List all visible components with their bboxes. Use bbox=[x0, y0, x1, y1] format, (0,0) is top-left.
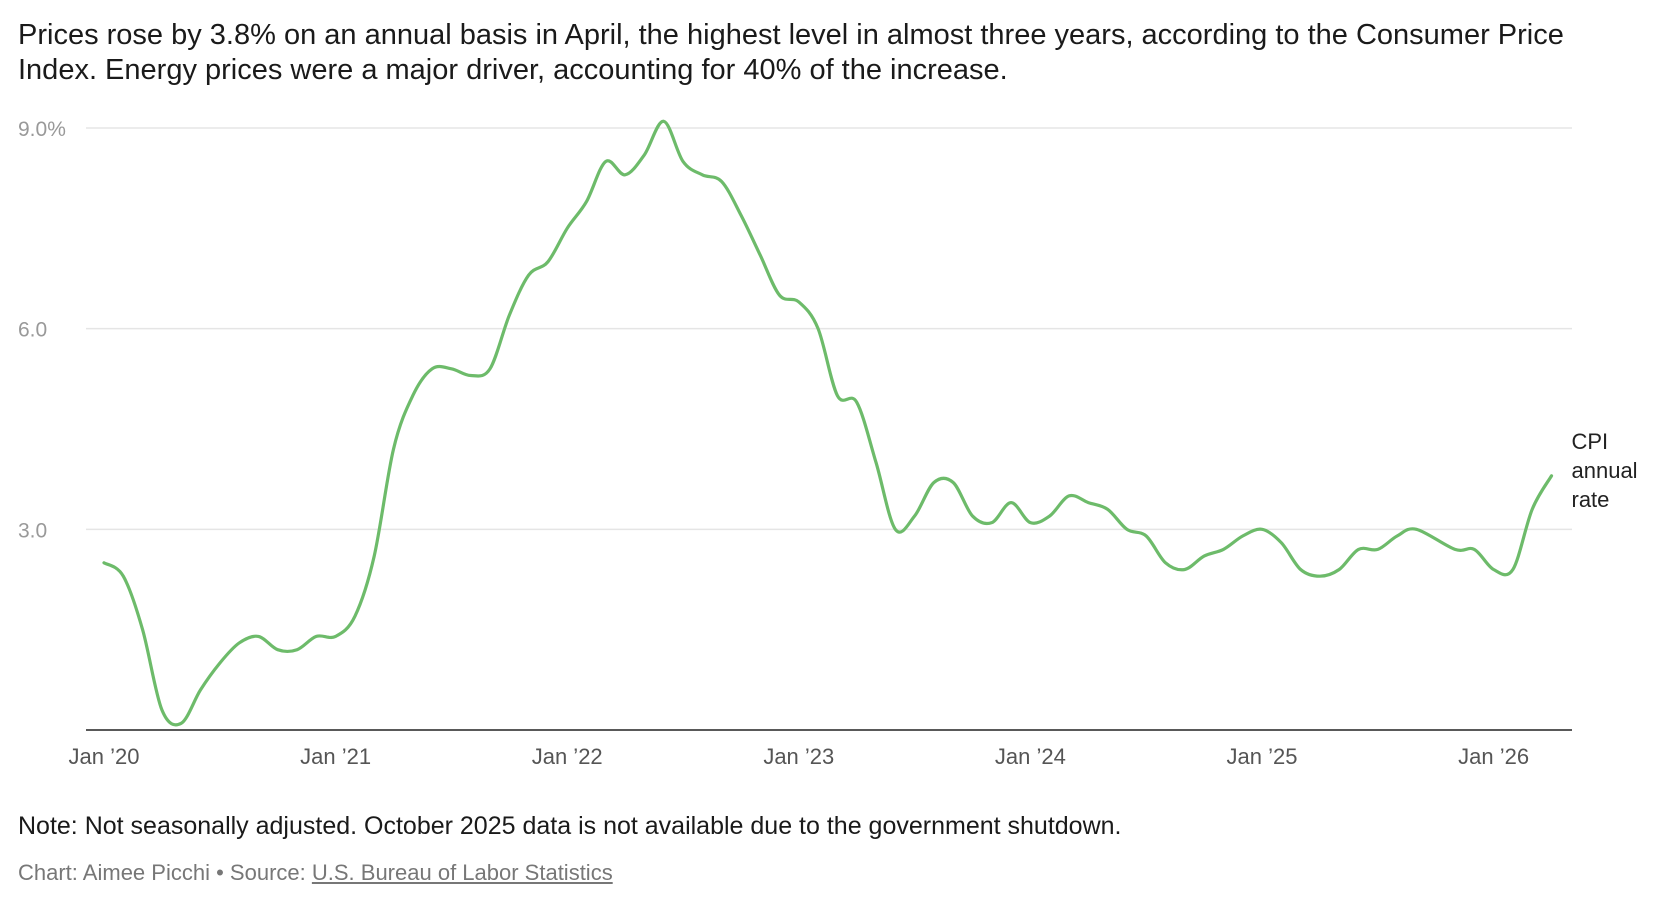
x-tick-label: Jan ’22 bbox=[532, 744, 603, 769]
gridlines bbox=[86, 127, 1572, 531]
chart-credit: Chart: Aimee Picchi • Source: U.S. Burea… bbox=[18, 860, 613, 886]
source-link[interactable]: U.S. Bureau of Labor Statistics bbox=[311, 860, 613, 885]
x-tick-label: Jan ’26 bbox=[1458, 744, 1529, 769]
cpi-series-line bbox=[102, 119, 1554, 727]
y-tick-label: 3.0 bbox=[18, 519, 47, 542]
x-tick-label: Jan ’23 bbox=[763, 744, 834, 769]
x-tick-label: Jan ’20 bbox=[69, 744, 140, 769]
x-tick-label: Jan ’25 bbox=[1227, 744, 1298, 769]
credit-separator: • bbox=[216, 860, 224, 885]
series-label-line: annual bbox=[1572, 458, 1638, 483]
chart-title: Prices rose by 3.8% on an annual basis i… bbox=[18, 19, 1564, 86]
line-chart: 3.06.09.0% Jan ’20 Jan ’21 Jan ’22 Jan ’23 J… bbox=[18, 118, 1638, 769]
series-label-line: rate bbox=[1572, 487, 1610, 512]
chart-note: Note: Not seasonally adjusted. October 2… bbox=[18, 812, 1122, 840]
y-axis-ticks: 3.0 6.0 9.0% bbox=[18, 118, 66, 542]
y-tick-label: 9.0% bbox=[18, 118, 66, 141]
x-tick-label: Jan ’24 bbox=[995, 744, 1066, 769]
y-tick-label: 6.0 bbox=[18, 319, 47, 342]
x-axis-ticks: Jan ’20 Jan ’21 Jan ’22 Jan ’23 Jan ’24 Jan ’… bbox=[69, 744, 1530, 769]
x-tick-label: Jan ’21 bbox=[300, 744, 371, 769]
series-label-line: CPI bbox=[1572, 429, 1609, 454]
series-label: CPI annual rate bbox=[1572, 429, 1638, 512]
source-prefix: Source: bbox=[229, 860, 306, 885]
chart-author: Chart: Aimee Picchi bbox=[18, 860, 210, 885]
